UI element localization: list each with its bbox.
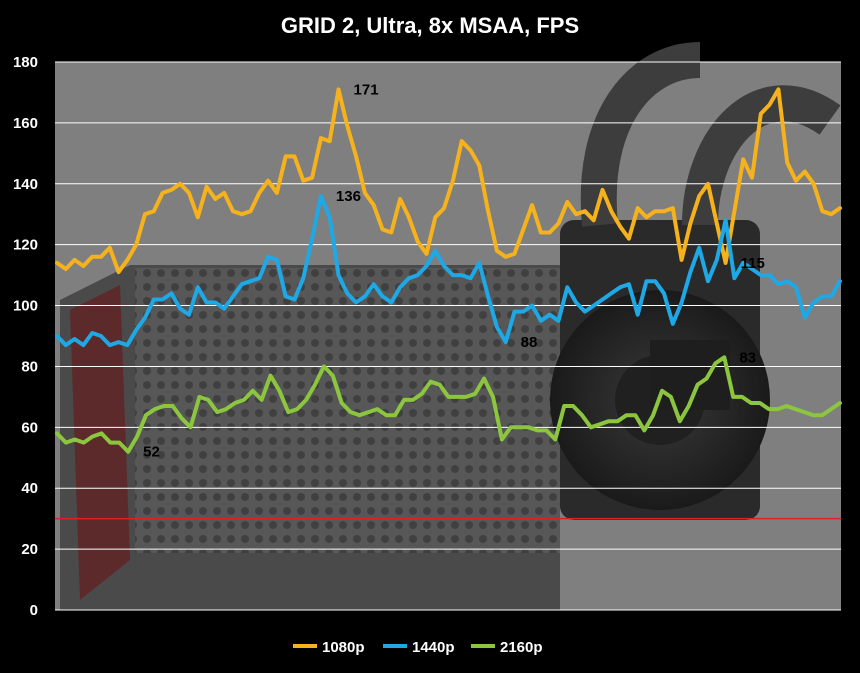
y-tick-label: 160: [13, 115, 38, 132]
legend-label: 1080p: [322, 639, 365, 656]
y-tick-label: 180: [13, 54, 38, 71]
annotations: 171 136 88 115 83 52: [143, 81, 765, 460]
series-lines: [55, 87, 842, 454]
y-tick-label: 60: [21, 419, 38, 436]
annotation-label: 88: [521, 334, 538, 351]
annotation-label: 83: [739, 349, 756, 366]
y-tick-label: 40: [21, 480, 38, 497]
series-line-1440p: [55, 194, 842, 348]
y-tick-label: 20: [21, 541, 38, 558]
gridlines: [55, 61, 841, 611]
chart-title: GRID 2, Ultra, 8x MSAA, FPS: [281, 13, 579, 38]
annotation-label: 52: [143, 444, 160, 461]
annotation-label: 115: [741, 255, 765, 272]
series-line-2160p: [55, 355, 842, 454]
annotation-label: 171: [354, 81, 379, 98]
y-axis-ticks: 0 20 40 60 80 100 120 140 160 180: [13, 54, 38, 619]
legend-label: 2160p: [500, 639, 543, 656]
legend: 1080p 1440p 2160p: [293, 639, 543, 656]
annotation-label: 136: [336, 188, 361, 205]
y-tick-label: 0: [30, 602, 38, 619]
legend-label: 1440p: [412, 639, 455, 656]
y-tick-label: 140: [13, 176, 38, 193]
y-tick-label: 120: [13, 237, 38, 254]
y-tick-label: 100: [13, 298, 38, 315]
series-line-1080p: [55, 87, 842, 275]
y-tick-label: 80: [21, 358, 38, 375]
